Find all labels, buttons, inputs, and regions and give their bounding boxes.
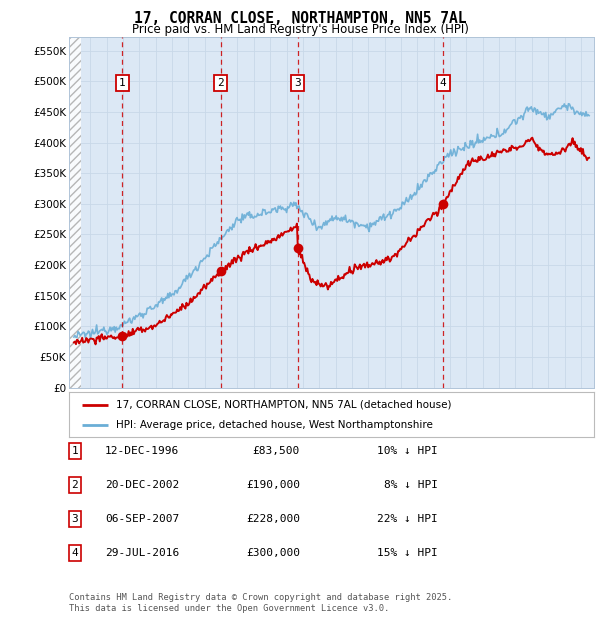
Text: 22% ↓ HPI: 22% ↓ HPI xyxy=(377,514,438,524)
Text: 8% ↓ HPI: 8% ↓ HPI xyxy=(384,480,438,490)
Text: 2: 2 xyxy=(217,78,224,88)
Text: 4: 4 xyxy=(440,78,446,88)
Text: 1: 1 xyxy=(119,78,125,88)
Text: £300,000: £300,000 xyxy=(246,548,300,558)
Text: £228,000: £228,000 xyxy=(246,514,300,524)
Text: 15% ↓ HPI: 15% ↓ HPI xyxy=(377,548,438,558)
Text: £83,500: £83,500 xyxy=(253,446,300,456)
Text: 06-SEP-2007: 06-SEP-2007 xyxy=(105,514,179,524)
Bar xyxy=(69,37,81,387)
Text: Price paid vs. HM Land Registry's House Price Index (HPI): Price paid vs. HM Land Registry's House … xyxy=(131,23,469,36)
Text: 17, CORRAN CLOSE, NORTHAMPTON, NN5 7AL: 17, CORRAN CLOSE, NORTHAMPTON, NN5 7AL xyxy=(134,11,466,25)
Text: £190,000: £190,000 xyxy=(246,480,300,490)
Text: 29-JUL-2016: 29-JUL-2016 xyxy=(105,548,179,558)
Text: 1: 1 xyxy=(71,446,79,456)
Text: 17, CORRAN CLOSE, NORTHAMPTON, NN5 7AL (detached house): 17, CORRAN CLOSE, NORTHAMPTON, NN5 7AL (… xyxy=(116,399,452,410)
Text: 2: 2 xyxy=(71,480,79,490)
Text: 12-DEC-1996: 12-DEC-1996 xyxy=(105,446,179,456)
Text: HPI: Average price, detached house, West Northamptonshire: HPI: Average price, detached house, West… xyxy=(116,420,433,430)
Text: 3: 3 xyxy=(294,78,301,88)
Text: 20-DEC-2002: 20-DEC-2002 xyxy=(105,480,179,490)
Text: 3: 3 xyxy=(71,514,79,524)
Text: 10% ↓ HPI: 10% ↓ HPI xyxy=(377,446,438,456)
Text: 4: 4 xyxy=(71,548,79,558)
Text: Contains HM Land Registry data © Crown copyright and database right 2025.
This d: Contains HM Land Registry data © Crown c… xyxy=(69,593,452,613)
